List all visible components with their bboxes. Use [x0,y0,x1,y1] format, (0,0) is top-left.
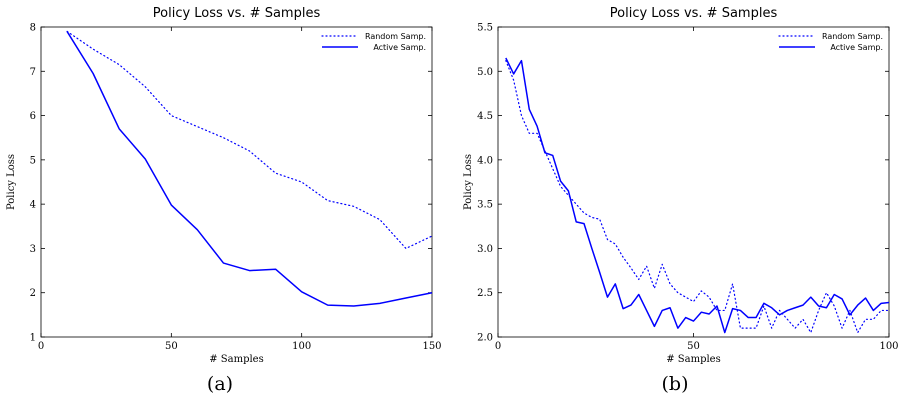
x-tick-label: 0 [495,341,501,352]
y-tick-label: 2.0 [477,333,493,344]
panel-caption: (b) [662,373,689,395]
x-tick-label: 150 [422,341,441,352]
x-axis-label: # Samples [209,354,264,365]
legend-label: Random Samp. [822,32,883,41]
y-axis-label: Policy Loss [463,154,474,210]
legend-label: Random Samp. [365,32,426,41]
y-tick-label: 3 [30,244,36,255]
panel-caption: (a) [207,373,233,395]
x-tick-label: 100 [879,341,898,352]
x-tick-label: 50 [165,341,178,352]
x-tick-label: 50 [687,341,700,352]
y-tick-label: 3.0 [477,244,493,255]
chart-title: Policy Loss vs. # Samples [610,6,778,21]
series-line-active-samp [66,31,433,307]
y-tick-label: 6 [30,111,36,122]
y-tick-label: 1 [30,333,36,344]
y-tick-label: 8 [30,23,36,34]
y-tick-label: 4.0 [477,155,493,166]
y-axis-label: Policy Loss [6,154,17,210]
series-line-active-samp [505,57,890,334]
y-tick-label: 7 [30,67,36,78]
x-axis-label: # Samples [666,354,721,365]
chart-panel-a: Policy Loss vs. # Samples 0 50 100 150 1 2 3 4 5 6… [6,6,442,395]
plot-frame [40,26,433,338]
x-tick-label: 0 [38,341,44,352]
y-tick-label: 4 [30,200,36,211]
y-tick-label: 5.0 [477,67,493,78]
y-tick-label: 5.5 [477,23,493,34]
y-tick-label: 5 [30,155,36,166]
x-tick-label: 100 [292,341,311,352]
y-tick-label: 4.5 [477,111,493,122]
plot-frame [497,26,890,338]
y-tick-label: 3.5 [477,200,493,211]
y-tick-label: 2.5 [477,288,493,299]
chart-title: Policy Loss vs. # Samples [153,6,321,21]
legend-label: Active Samp. [830,43,883,52]
series-line-random-samp [505,60,890,334]
legend-label: Active Samp. [373,43,426,52]
y-tick-label: 2 [30,288,36,299]
chart-panel-b: Policy Loss vs. # Samples 0 50 100 2.0 2.5 3.0… [463,6,899,395]
series-line-random-samp [66,30,433,250]
